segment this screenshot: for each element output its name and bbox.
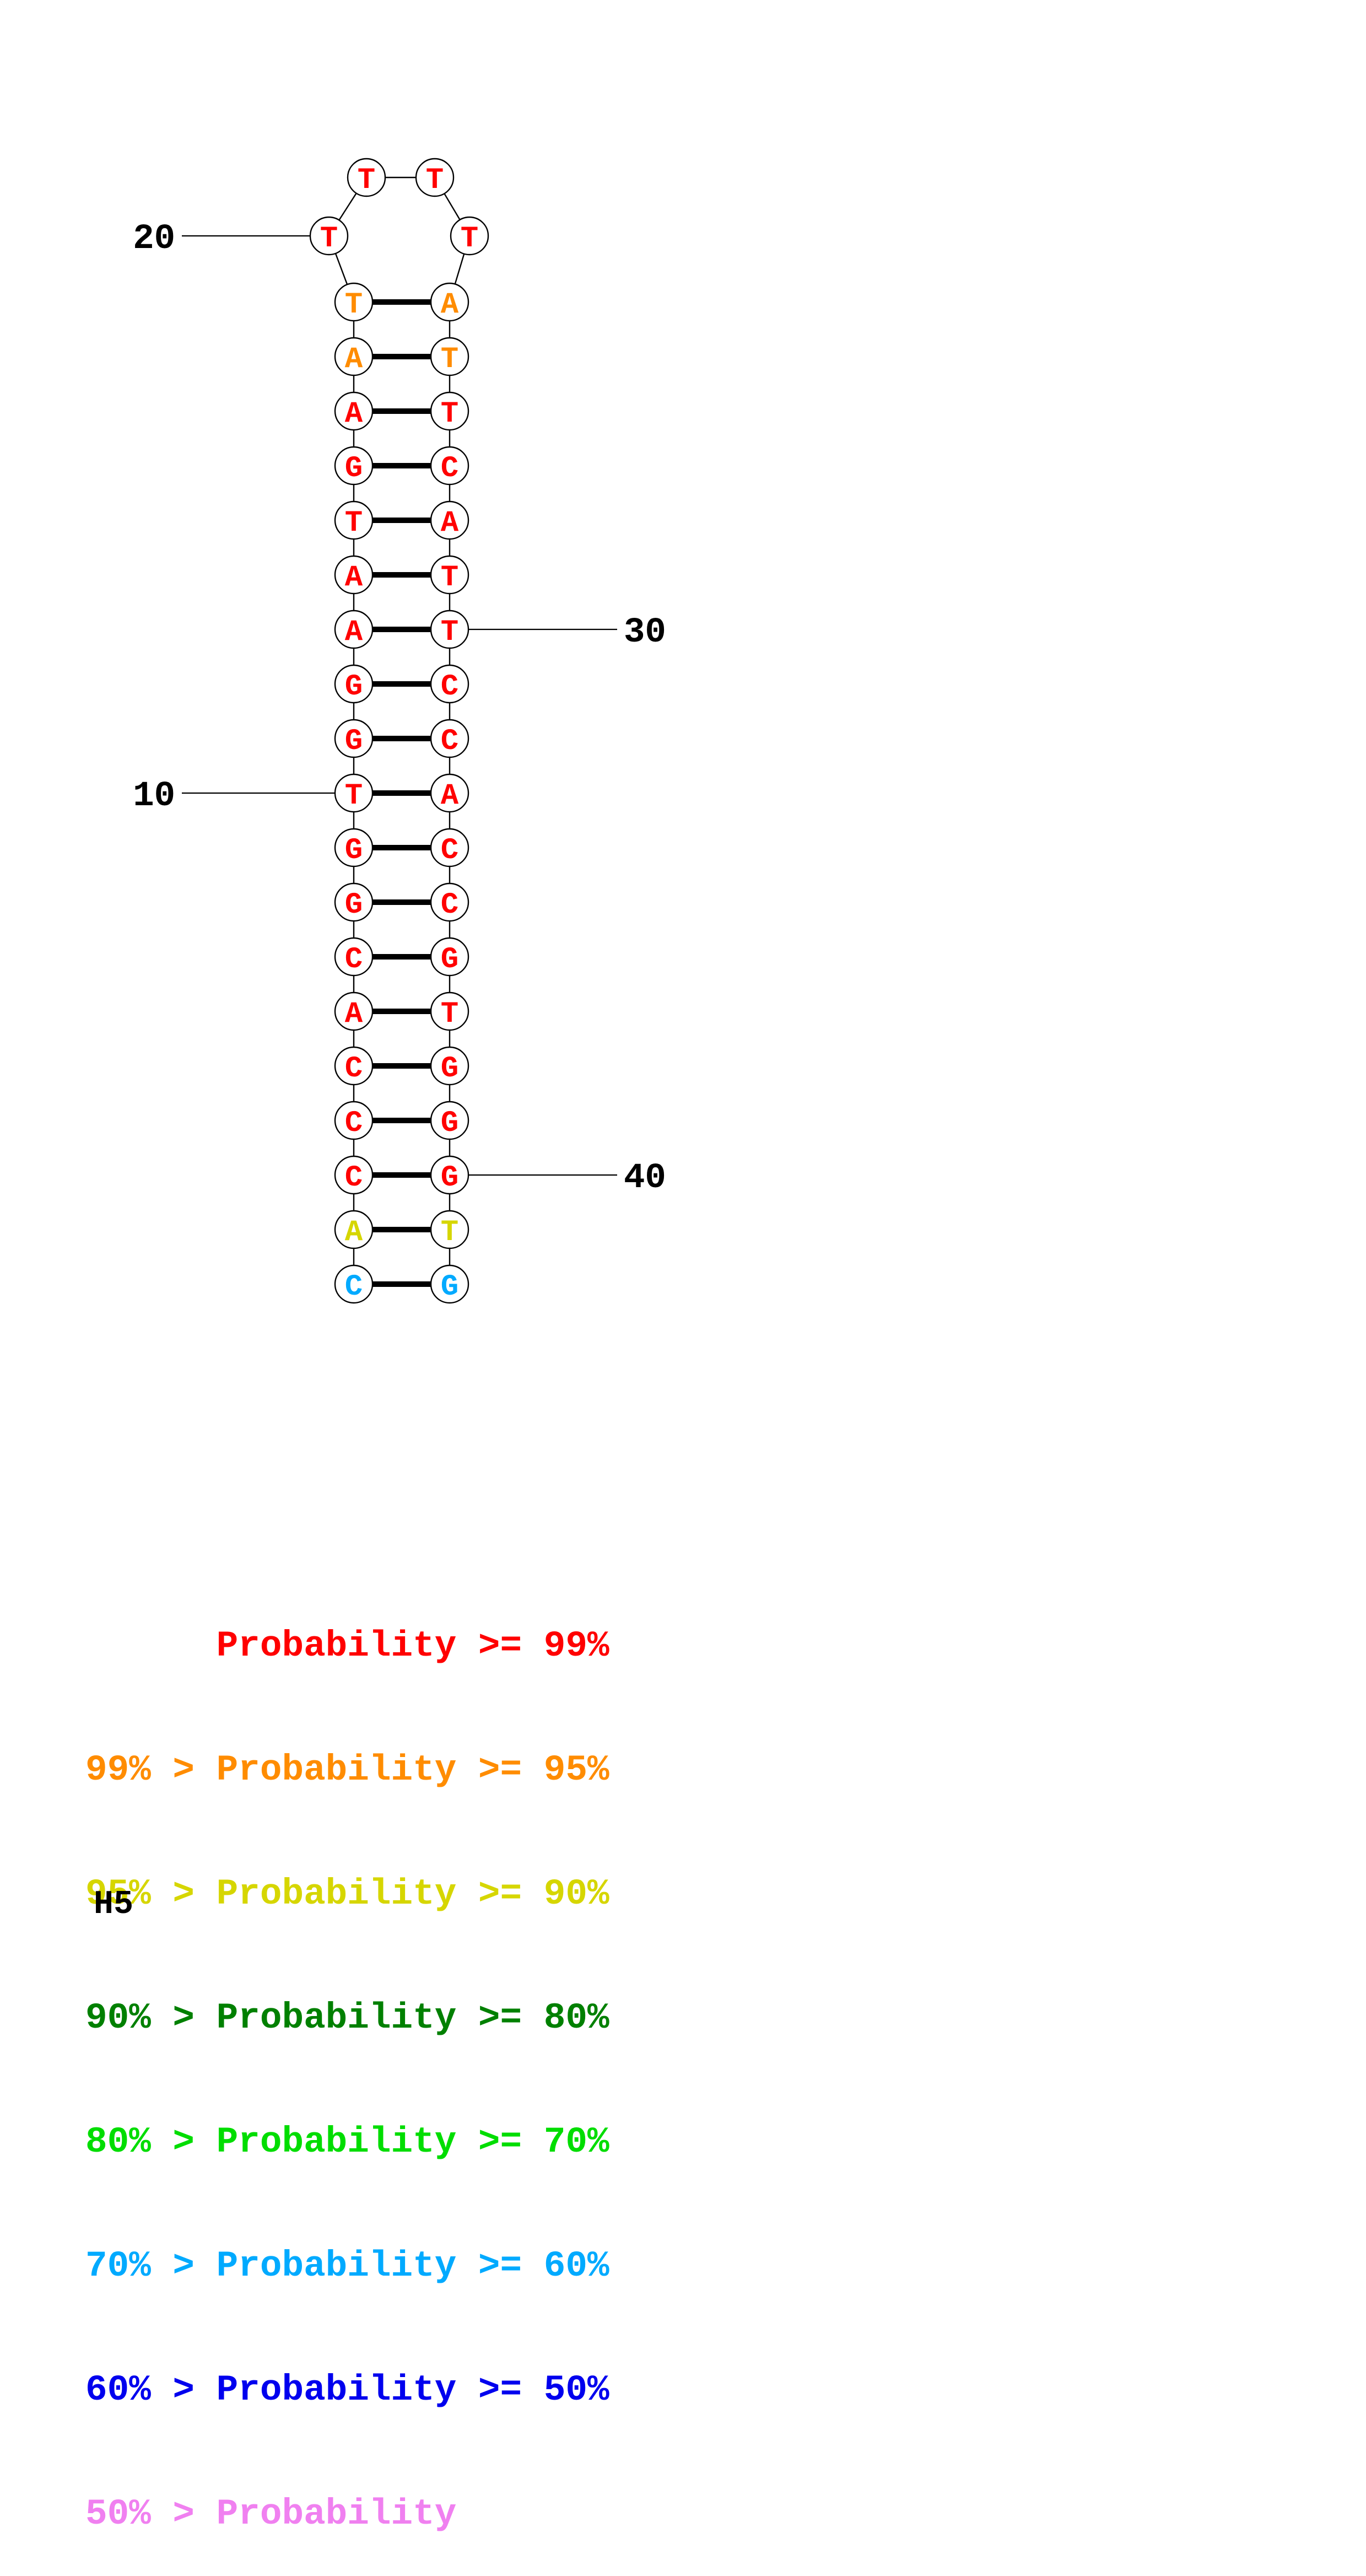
nucleotide-base: A (345, 998, 363, 1031)
structure-title: H5 (94, 1886, 134, 1923)
nucleotide-base: A (345, 616, 363, 649)
nucleotide-base: T (320, 222, 338, 256)
nucleotide-circle (334, 555, 374, 595)
nucleotide-base: G (345, 725, 363, 758)
nucleotide-base: C (345, 1052, 363, 1086)
nucleotide-circle (334, 1046, 374, 1086)
nucleotide-circle (334, 719, 374, 758)
nucleotide-base: T (441, 998, 458, 1031)
legend-line-p90: 95% > Probability >= 90% (85, 1873, 609, 1915)
nucleotide-base: G (441, 1270, 458, 1304)
nucleotide-circle (334, 1264, 374, 1304)
legend-line-p80: 90% > Probability >= 80% (85, 1997, 609, 2039)
nucleotide-base: T (345, 506, 363, 540)
nucleotide-base: G (441, 943, 458, 977)
legend-line-p50: 60% > Probability >= 50% (85, 2369, 609, 2411)
nucleotide-circle (430, 337, 469, 376)
nucleotide-base: C (345, 1161, 363, 1195)
nucleotide-circle (334, 882, 374, 922)
nucleotide-base: A (441, 779, 459, 813)
nucleotide-base: C (345, 943, 363, 977)
nucleotide-circle (347, 158, 386, 197)
nucleotide-base: T (345, 288, 363, 322)
nucleotide-circle (430, 446, 469, 486)
nucleotide-base: G (345, 452, 363, 486)
nucleotide-circle (415, 158, 455, 197)
legend-line-p99: Probability >= 99% (85, 1625, 609, 1667)
nucleotide-circle (334, 1210, 374, 1249)
legend-line-below50: 50% > Probability (85, 2493, 457, 2535)
nucleotide-circle (430, 500, 469, 540)
position-label: 30 (624, 613, 666, 653)
nucleotide-base: C (441, 452, 458, 486)
nucleotide-circle (430, 555, 469, 595)
nucleotide-circle (430, 391, 469, 431)
nucleotide-base: T (441, 616, 458, 649)
nucleotide-circle (334, 500, 374, 540)
nucleotide-circle (430, 937, 469, 977)
nucleotide-circle (334, 1155, 374, 1195)
legend-line-p70: 80% > Probability >= 70% (85, 2121, 609, 2163)
nucleotide-circle (430, 828, 469, 867)
position-label: 20 (133, 219, 175, 259)
nucleotide-base: T (426, 164, 444, 197)
nucleotide-circle (334, 828, 374, 867)
nucleotide-base: T (441, 343, 458, 376)
nucleotide-circle (334, 937, 374, 977)
nucleotide-circle (430, 773, 469, 813)
nucleotide-base: T (441, 561, 458, 595)
nucleotide-circle (430, 719, 469, 758)
probability-legend: Probability >= 99% 99% > Probability >= … (85, 1543, 609, 2576)
structure-diagram: T AA TA TG CT AA TA TG CG CT AG CG CC GA TC GC GC GA TC GT T… (133, 158, 666, 1304)
nucleotide-base: C (441, 725, 458, 758)
nucleotide-base: G (441, 1107, 458, 1140)
legend-line-p95: 99% > Probability >= 95% (85, 1749, 609, 1791)
nucleotide-base: T (358, 164, 375, 197)
nucleotide-base: C (345, 1270, 363, 1304)
nucleotide-base: A (345, 397, 363, 431)
nucleotide-base: A (345, 561, 363, 595)
nucleotide-circle (334, 282, 374, 322)
nucleotide-circle (430, 1101, 469, 1140)
nucleotide-circle (430, 991, 469, 1031)
nucleotide-circle (334, 664, 374, 704)
nucleotide-circle (450, 216, 489, 256)
nucleotide-circle (334, 337, 374, 376)
nucleotide-base: A (345, 1216, 363, 1249)
nucleotide-base: G (441, 1052, 458, 1086)
nucleotide-circle (430, 882, 469, 922)
nucleotide-circle (430, 282, 469, 322)
nucleotide-base: A (441, 288, 459, 322)
legend-line-p60: 70% > Probability >= 60% (85, 2245, 609, 2287)
nucleotide-base: A (441, 506, 459, 540)
nucleotide-base: C (441, 670, 458, 704)
nucleotide-base: T (441, 397, 458, 431)
nucleotide-base: T (345, 779, 363, 813)
nucleotide-base: A (345, 343, 363, 376)
nucleotide-base: G (441, 1161, 458, 1195)
nucleotide-base: C (441, 834, 458, 867)
nucleotide-base: T (441, 1216, 458, 1249)
nucleotide-circle (430, 1046, 469, 1086)
nucleotide-circle (430, 664, 469, 704)
structure-plot-page: { "footer_label": "H5", "legend": { "ite… (85, 158, 666, 2535)
nucleotide-circle (430, 1210, 469, 1249)
nucleotide-circle (334, 391, 374, 431)
nucleotide-circle (334, 991, 374, 1031)
position-label: 10 (133, 777, 175, 816)
nucleotide-circle (334, 610, 374, 649)
nucleotide-base: G (345, 834, 363, 867)
nucleotide-base: G (345, 888, 363, 922)
position-label: 40 (624, 1158, 666, 1198)
nucleotide-circle (430, 1264, 469, 1304)
nucleotide-circle (334, 1101, 374, 1140)
nucleotide-base: T (461, 222, 478, 256)
nucleotide-circle (334, 446, 374, 486)
nucleotide-base: G (345, 670, 363, 704)
nucleotide-base: C (441, 888, 458, 922)
nucleotide-base: C (345, 1107, 363, 1140)
